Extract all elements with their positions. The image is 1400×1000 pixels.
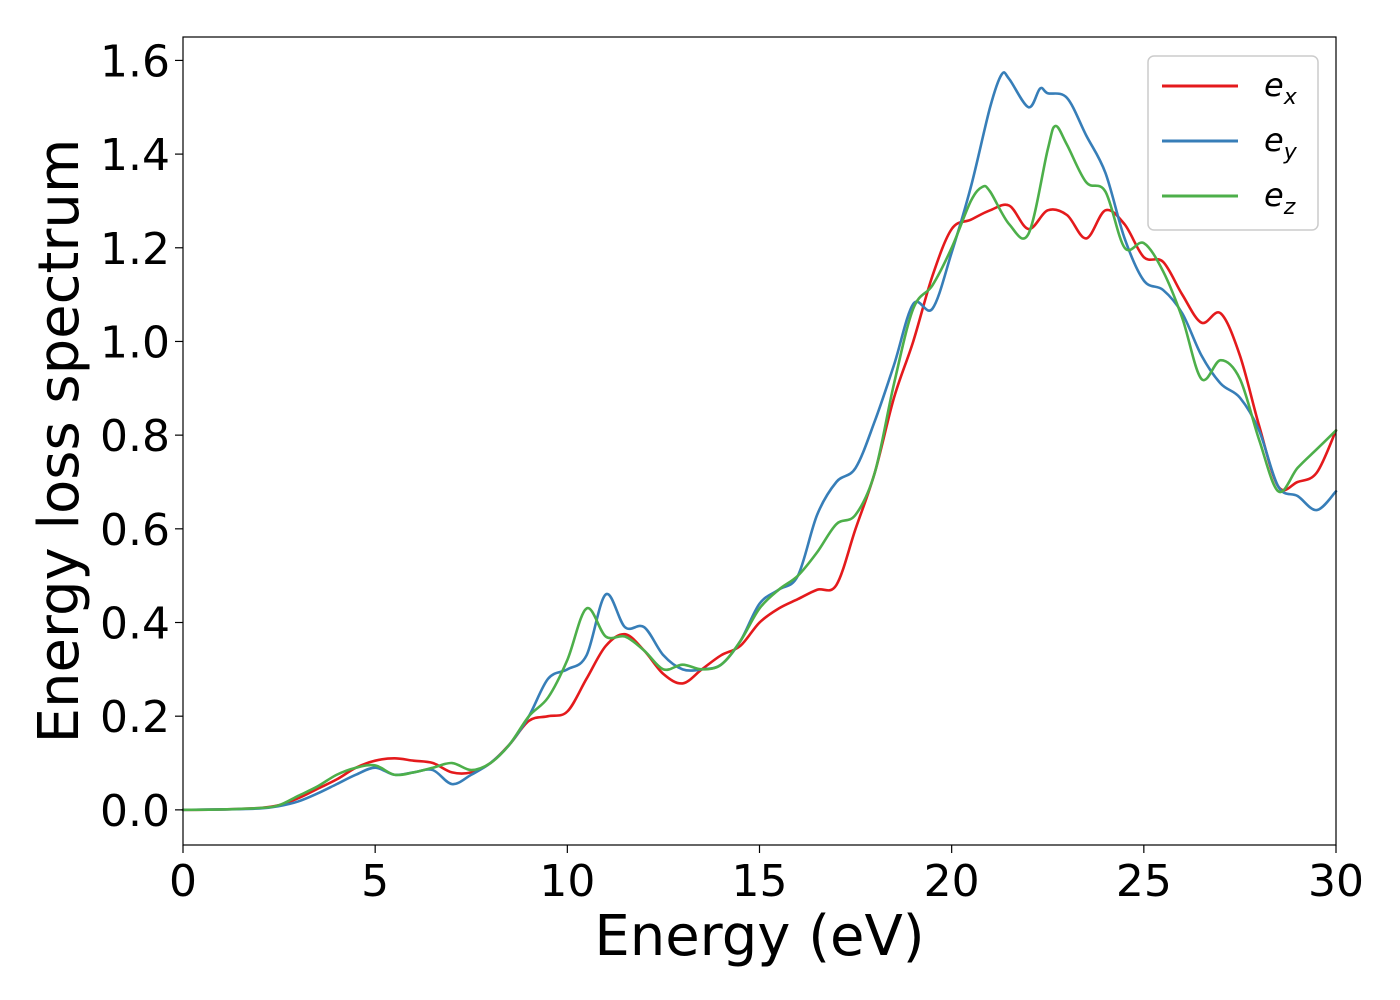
- series-line-x: [181, 203, 1338, 812]
- y-tick-label: 1.4: [100, 130, 170, 181]
- x-tick-label: 25: [1116, 856, 1172, 907]
- x-tick-label: 0: [169, 856, 197, 907]
- legend-label-y: ey: [1264, 121, 1298, 165]
- x-tick-label: 15: [732, 856, 788, 907]
- y-tick-label: 0.4: [100, 599, 170, 650]
- y-tick-label: 1.6: [100, 36, 170, 87]
- series-line-z: [181, 124, 1338, 812]
- y-tick-label: 0.8: [100, 411, 170, 462]
- plot-area: [183, 37, 1336, 845]
- y-tick-label: 1.0: [100, 317, 170, 368]
- y-tick-label: 0.6: [100, 505, 170, 556]
- x-tick-label: 5: [361, 856, 389, 907]
- y-tick-label: 0.2: [100, 692, 170, 743]
- plot-frame: [182, 36, 1337, 846]
- x-tick-label: 20: [924, 856, 980, 907]
- x-tick-label: 30: [1308, 856, 1364, 907]
- legend-box: [1147, 55, 1319, 231]
- series-layer: [181, 71, 1338, 812]
- legend-label-z: ez: [1264, 176, 1296, 220]
- y-tick-label: 1.2: [100, 224, 170, 275]
- x-axis-label: Energy (eV): [594, 904, 924, 969]
- x-tick-label: 10: [539, 856, 595, 907]
- y-tick-label: 0.0: [100, 786, 170, 837]
- y-axis-ticks: 0.0 0.2 0.4 0.6 0.8 1.0 1.2 1.4 1.6: [100, 36, 183, 837]
- legend: ex ey ez: [1147, 55, 1319, 231]
- legend-label-x: ex: [1264, 66, 1298, 110]
- y-axis-label: Energy loss spectrum: [27, 139, 92, 744]
- x-axis-ticks: 0 5 10 15 20 25 30: [169, 845, 1364, 907]
